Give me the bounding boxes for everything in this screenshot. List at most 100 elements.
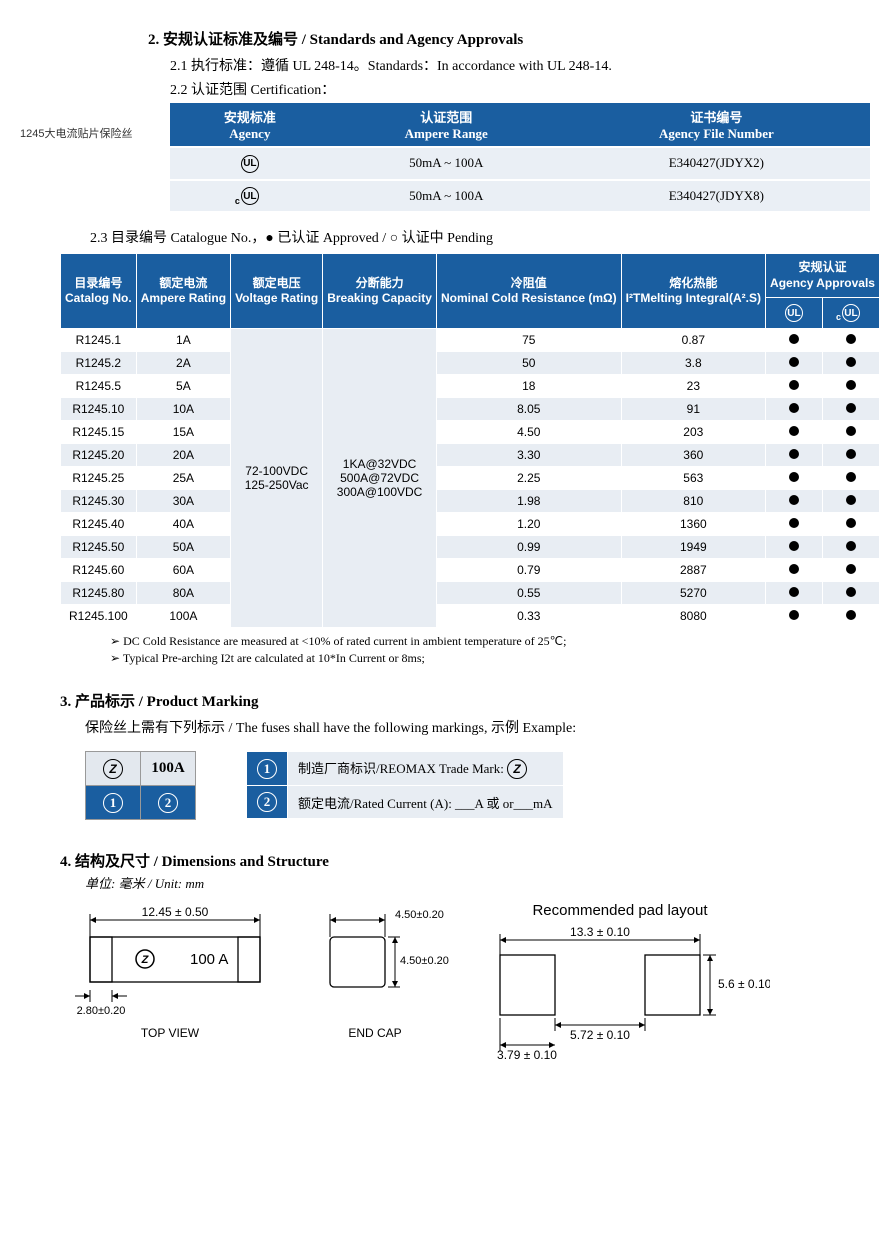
cat-th-voltage: 额定电压Voltage Rating [231,254,323,329]
cert-th-agency: 安规标准 Agency [170,103,330,147]
catalogue-table: 目录编号Catalog No. 额定电流Ampere Rating 额定电压Vo… [60,253,880,628]
approved-dot-icon [789,334,799,344]
mark-cell-value: 100A [141,752,196,786]
end-cap-label: END CAP [300,1026,450,1040]
dim-cap-w: 2.80±0.20 [77,1005,126,1017]
table-row: R1245.2525A2.25563 [61,467,880,490]
cert-agency-cell: UL [170,180,330,212]
section2-line22: 2.2 认证范围 Certification： [30,79,865,99]
ul-icon: UL [241,155,259,173]
voltage-merged-cell: 72-100VDC125-250Vac [231,329,323,628]
table-row: R1245.100100A0.338080 [61,605,880,628]
cert-file-cell: E340427(JDYX2) [563,147,870,180]
approved-dot-icon [846,518,856,528]
cat-th-approvals: 安规认证Agency Approvals [766,254,880,298]
dim-pad-total: 13.3 ± 0.10 [570,925,630,939]
cert-th-range: 认证范围 Ampere Range [330,103,563,147]
table-row: R1245.6060A0.792887 [61,559,880,582]
table-row: R1245.5050A0.991949 [61,536,880,559]
dim-pad-h: 5.6 ± 0.10 [718,977,770,991]
cat-th-catalog: 目录编号Catalog No. [61,254,137,329]
table-row: R1245.11A72-100VDC125-250Vac1KA@32VDC500… [61,329,880,352]
table-row: R1245.8080A0.555270 [61,582,880,605]
note-item: DC Cold Resistance are measured at <10% … [110,634,865,649]
table-row: R1245.2020A3.30360 [61,444,880,467]
approved-dot-icon [789,380,799,390]
approved-dot-icon [846,426,856,436]
mark-cell-num1: 1 [86,786,141,820]
section4-unit: 单位: 毫米 / Unit: mm [85,873,865,892]
table-row: R1245.1010A8.0591 [61,398,880,421]
approved-dot-icon [789,518,799,528]
legend-num-1: 1 [247,752,288,786]
dim-end-h: 4.50±0.20 [400,955,449,967]
mark-cell-logo: Z [86,752,141,786]
cat-th-breaking: 分断能力Breaking Capacity [323,254,437,329]
cert-file-cell: E340427(JDYX8) [563,180,870,212]
table-row: R1245.55A1823 [61,375,880,398]
pad-layout-title: Recommended pad layout [470,902,770,919]
approved-dot-icon [846,541,856,551]
section3-heading: 3. 产品标示 / Product Marking [60,690,865,711]
approved-dot-icon [846,587,856,597]
cert-range-cell: 50mA ~ 100A [330,147,563,180]
approved-dot-icon [846,334,856,344]
section3-sub: 保险丝上需有下列标示 / The fuses shall have the fo… [85,717,865,737]
approved-dot-icon [846,495,856,505]
approved-dot-icon [846,403,856,413]
cert-agency-cell: UL [170,147,330,180]
legend-num-2: 2 [247,786,288,819]
marking-legend: 1 制造厂商标识/REOMAX Trade Mark: Z 2 额定电流/Rat… [246,751,564,819]
svg-text:Z: Z [141,954,150,966]
approved-dot-icon [789,426,799,436]
approved-dot-icon [846,564,856,574]
cul-icon: UL [241,187,259,205]
approved-dot-icon [846,357,856,367]
table-row: R1245.22A503.8 [61,352,880,375]
cat-th-cold: 冷阻值Nominal Cold Resistance (mΩ) [436,254,621,329]
cert-th-file: 证书编号 Agency File Number [563,103,870,147]
approved-dot-icon [789,495,799,505]
cat-th-ampere: 额定电流Ampere Rating [136,254,230,329]
dim-top-len: 12.45 ± 0.50 [142,905,209,919]
breaking-merged-cell: 1KA@32VDC500A@72VDC300A@100VDC [323,329,437,628]
dim-pad-gap: 5.72 ± 0.10 [570,1028,630,1042]
marking-example-row: Z 100A 1 2 1 制造厂商标识/REOMAX Trade Mark: Z… [85,751,865,820]
table-row: R1245.1515A4.50203 [61,421,880,444]
legend-txt-1: 制造厂商标识/REOMAX Trade Mark: Z [288,752,564,786]
table-row: R1245.4040A1.201360 [61,513,880,536]
section2-heading: 2. 安规认证标准及编号 / Standards and Agency Appr… [30,28,865,49]
svg-text:100 A: 100 A [190,951,228,968]
marking-example-box: Z 100A 1 2 [85,751,196,820]
approved-dot-icon [846,472,856,482]
section4-heading: 4. 结构及尺寸 / Dimensions and Structure [60,850,865,871]
section23-heading: 2.3 目录编号 Catalogue No.，● 已认证 Approved / … [30,227,865,247]
dimensions-row: 12.45 ± 0.50 Z 100 A 2.80±0.20 TOP VIEW … [60,902,865,1065]
dim-end-w: 4.50±0.20 [395,909,444,921]
mark-cell-num2: 2 [141,786,196,820]
approved-dot-icon [846,449,856,459]
cert-range-cell: 50mA ~ 100A [330,180,563,212]
approved-dot-icon [789,610,799,620]
table-row: R1245.3030A1.98810 [61,490,880,513]
legend-txt-2: 额定电流/Rated Current (A): ___A 或 or___mA [288,786,564,819]
catalogue-notes: DC Cold Resistance are measured at <10% … [70,634,865,666]
pad-layout-diagram: Recommended pad layout 13.3 ± 0.10 5.6 ±… [470,902,770,1065]
approved-dot-icon [846,610,856,620]
cat-th-cul-icon: UL [822,298,879,329]
approved-dot-icon [789,449,799,459]
side-product-label: 1245大电流贴片保险丝 [20,125,132,141]
approved-dot-icon [789,587,799,597]
cat-th-melt: 熔化热能I²TMelting Integral(A².S) [621,254,765,329]
certification-table: 安规标准 Agency 认证范围 Ampere Range 证书编号 Agenc… [170,103,870,211]
note-item: Typical Pre-arching I2t are calculated a… [110,651,865,666]
top-view-diagram: 12.45 ± 0.50 Z 100 A 2.80±0.20 TOP VIEW [60,902,280,1040]
approved-dot-icon [789,403,799,413]
cat-th-ul-icon: UL [766,298,823,329]
approved-dot-icon [789,564,799,574]
top-view-label: TOP VIEW [60,1026,280,1040]
end-cap-diagram: 4.50±0.20 4.50±0.20 END CAP [300,902,450,1040]
approved-dot-icon [789,472,799,482]
approved-dot-icon [789,541,799,551]
section2-line21: 2.1 执行标准：遵循 UL 248-14。Standards：In accor… [30,55,865,75]
